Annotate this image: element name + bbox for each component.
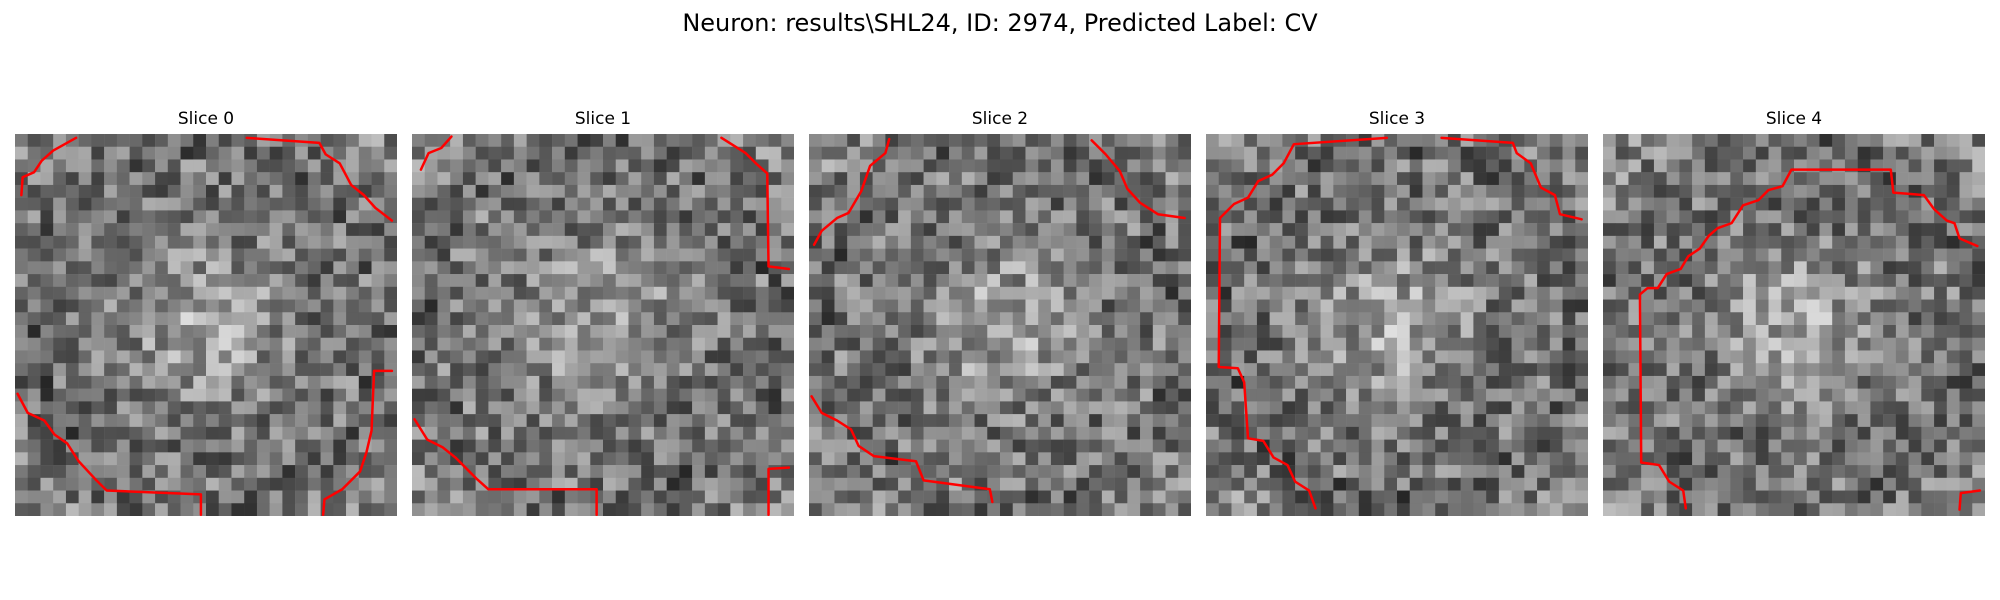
slice-image (15, 134, 397, 516)
slice-4-svg (1603, 134, 1985, 516)
contour-overlay (812, 139, 1185, 502)
pixel-grid (809, 134, 1191, 516)
slice-panel-0: Slice 0 (15, 108, 397, 518)
slice-1-svg (412, 134, 794, 516)
slice-panel-1: Slice 1 (412, 108, 794, 518)
slice-title: Slice 4 (1765, 109, 1823, 129)
contour-overlay (415, 137, 789, 515)
slice-image (809, 134, 1191, 516)
slice-title: Slice 2 (971, 109, 1029, 129)
contour-line (21, 138, 76, 195)
contour-line (721, 138, 788, 269)
slice-2-svg (809, 134, 1191, 516)
contour-line (323, 371, 392, 515)
pixel-grid (1603, 134, 1985, 516)
contour-line (812, 396, 993, 502)
pixel-grid (15, 134, 397, 516)
contour-line (1092, 140, 1185, 218)
slice-image (1206, 134, 1588, 516)
slice-panel-2: Slice 2 (809, 108, 1191, 518)
slice-title: Slice 1 (574, 109, 632, 129)
contour-overlay (18, 138, 392, 515)
slice-image (412, 134, 794, 516)
contour-line (1960, 491, 1980, 510)
slice-title: Slice 0 (177, 109, 235, 129)
contour-line (769, 468, 789, 515)
contour-line (1219, 138, 1387, 509)
pixel-grid (1206, 134, 1588, 516)
contour-overlay (1219, 138, 1582, 509)
figure-title: Neuron: results\SHL24, ID: 2974, Predict… (682, 9, 1318, 37)
slice-0-svg (15, 134, 397, 516)
contour-line (415, 419, 597, 515)
slice-3-svg (1206, 134, 1588, 516)
slice-image (1603, 134, 1985, 516)
pixel-grid (412, 134, 794, 516)
contour-line (1442, 138, 1582, 219)
slice-panel-3: Slice 3 (1206, 108, 1588, 518)
contour-line (247, 138, 392, 221)
slice-title: Slice 3 (1368, 109, 1426, 129)
contour-line (18, 394, 201, 515)
slice-panel-4: Slice 4 (1603, 108, 1985, 518)
contour-line (814, 139, 889, 245)
contour-overlay (1640, 170, 1980, 510)
contour-line (421, 137, 452, 170)
contour-line (1640, 170, 1977, 509)
